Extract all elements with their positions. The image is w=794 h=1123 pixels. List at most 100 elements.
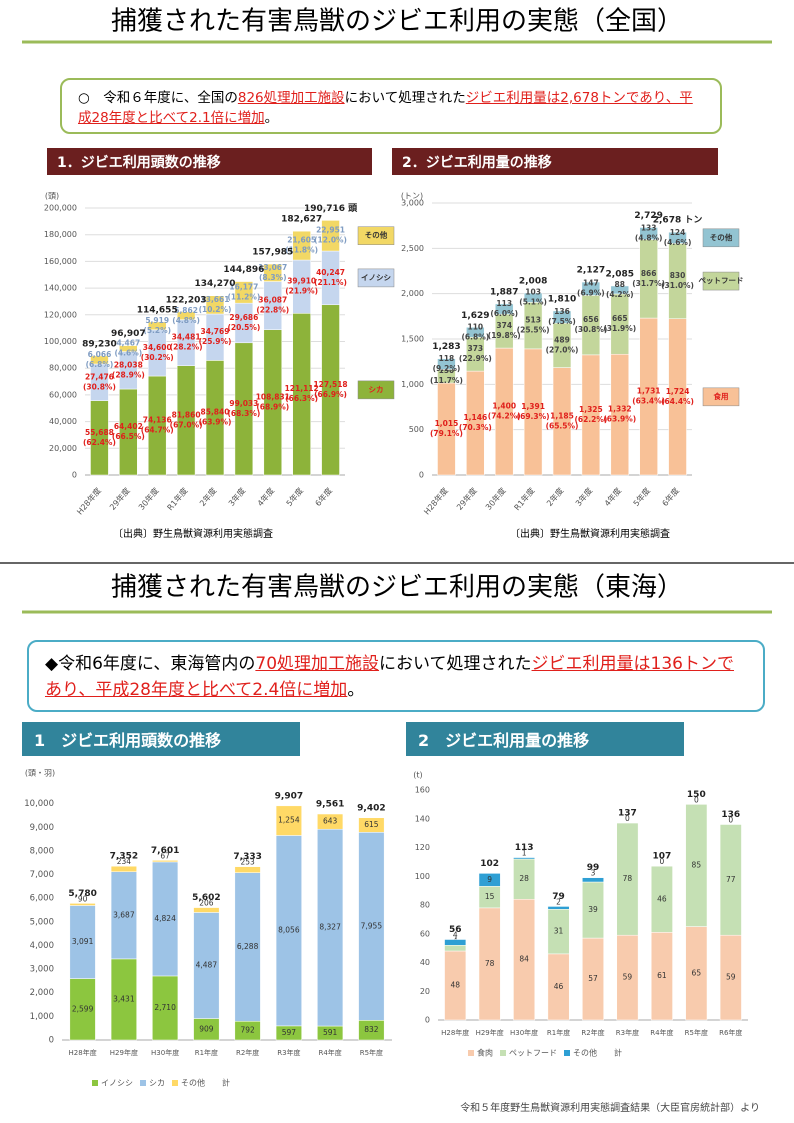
x-tick-label: R1年度 <box>165 485 190 512</box>
legend-swatch <box>702 271 740 291</box>
total-label: 5,602 <box>192 893 220 903</box>
bar-segment <box>152 860 179 863</box>
bar-segment <box>110 871 137 960</box>
y-tick-label: 100,000 <box>44 337 77 346</box>
value-label: 656 <box>583 315 599 324</box>
percent-label: (64.7%) <box>141 426 174 435</box>
footer: 令和５年度野生鳥獣資源利用実態調査結果（大臣官房統計部）より <box>460 1101 760 1114</box>
y-tick-label: 3,000 <box>30 965 54 975</box>
y-tick-label: 160,000 <box>44 257 77 266</box>
percent-label: (25.5%) <box>517 326 550 335</box>
value-label: 5,862 <box>174 306 198 315</box>
value-label: 55,688 <box>85 428 114 437</box>
y-tick-label: 7,000 <box>30 870 54 880</box>
total-label: 99 <box>587 863 600 873</box>
value-label: 121,112 <box>285 384 319 393</box>
percent-label: (66.5%) <box>112 432 145 441</box>
legend-swatch <box>140 1080 146 1086</box>
bar-segment <box>582 877 604 883</box>
percent-label: (31.7%) <box>632 279 665 288</box>
value-label: 85 <box>692 860 702 869</box>
legend-label: ペットフード <box>699 276 744 285</box>
y-tick-label: 6,000 <box>30 894 54 904</box>
value-label: 77 <box>726 875 736 884</box>
value-label: 832 <box>364 1025 379 1034</box>
legend-label: シカ <box>369 385 384 394</box>
value-label: 513 <box>525 316 541 325</box>
percent-label: (4.8%) <box>635 234 663 243</box>
bar-segment <box>650 865 673 933</box>
total-label: 134,270 <box>195 279 236 289</box>
bar-segment <box>321 220 340 252</box>
percent-label: (6.8%) <box>462 332 490 341</box>
bar-segment <box>119 345 138 352</box>
percent-label: (30.8%) <box>83 382 116 391</box>
x-tick-label: R5年度 <box>360 1048 383 1057</box>
legend-label: その他 <box>365 230 388 240</box>
value-label: 147 <box>583 279 599 288</box>
value-label: 34,600 <box>143 343 172 352</box>
total-label: 114,655 <box>137 305 178 315</box>
x-tick-label: H28年度 <box>75 485 103 516</box>
y-tick-label: 40,000 <box>49 417 77 426</box>
percent-label: (67.0%) <box>170 420 203 429</box>
value-label: 2 <box>556 897 561 906</box>
value-label: 4,487 <box>196 960 218 969</box>
chart-header: 1 ジビエ利用頭数の推移 <box>22 722 300 756</box>
value-label: 2,710 <box>154 1003 176 1012</box>
percent-label: (4.8%) <box>172 316 200 325</box>
total-label: 7,352 <box>110 852 138 862</box>
bar-segment <box>668 231 687 244</box>
legend-label: シカ <box>149 1079 165 1088</box>
bar-segment <box>616 822 639 936</box>
x-tick-label: R4年度 <box>318 1048 341 1057</box>
value-label: 39,910 <box>287 277 316 286</box>
bar-segment <box>317 813 344 830</box>
percent-label: (79.1%) <box>430 429 463 438</box>
value-label: 48 <box>450 981 460 990</box>
total-label: 2,127 <box>577 266 605 276</box>
value-label: 0 <box>625 814 630 823</box>
value-label: 1 <box>522 849 527 858</box>
x-tick-label: 30年度 <box>483 485 507 511</box>
percent-label: (63.9%) <box>199 418 232 427</box>
legend-label: 計 <box>222 1078 230 1088</box>
bar-segment <box>148 321 167 331</box>
legend-swatch <box>172 1080 178 1086</box>
value-label: 665 <box>612 314 628 323</box>
value-label: 57 <box>588 974 598 983</box>
y-tick-label: 120 <box>415 843 430 852</box>
y-tick-label: 9,000 <box>30 823 54 833</box>
percent-label: (68.3%) <box>227 409 260 418</box>
total-label: 150 <box>687 790 706 800</box>
percent-label: (30.2%) <box>141 353 174 362</box>
y-tick-label: 120,000 <box>44 310 77 319</box>
value-label: 4,824 <box>154 914 176 923</box>
legend-label: ペットフード <box>509 1049 557 1058</box>
y-tick-label: 10,000 <box>24 799 54 809</box>
value-label: 21,605 <box>287 236 316 245</box>
bar-segment <box>110 865 137 873</box>
bar-segment <box>234 866 261 873</box>
value-label: 34,769 <box>201 327 230 336</box>
value-label: 5,919 <box>145 316 169 325</box>
percent-label: (21.9%) <box>285 287 318 296</box>
x-tick-label: 3年度 <box>226 485 247 508</box>
y-tick-label: 4,000 <box>30 941 54 951</box>
x-tick-label: H30年度 <box>151 1048 179 1057</box>
total-label: 182,627 <box>281 215 322 225</box>
total-label: 56 <box>449 925 462 935</box>
percent-label: (9.2%) <box>433 364 461 373</box>
x-tick-label: 5年度 <box>631 485 652 508</box>
value-label: 1,254 <box>278 816 300 825</box>
value-label: 27,476 <box>85 372 114 381</box>
total-label: 9,402 <box>357 803 385 813</box>
percent-label: (27.0%) <box>546 345 579 354</box>
value-label: 108,831 <box>256 392 290 401</box>
total-label: 2,008 <box>519 276 547 286</box>
x-tick-label: R1年度 <box>512 485 537 512</box>
percent-label: (63.4%) <box>632 397 665 406</box>
y-tick-label: 100 <box>415 872 430 881</box>
x-tick-label: 3年度 <box>573 485 594 508</box>
value-label: 59 <box>726 973 736 982</box>
